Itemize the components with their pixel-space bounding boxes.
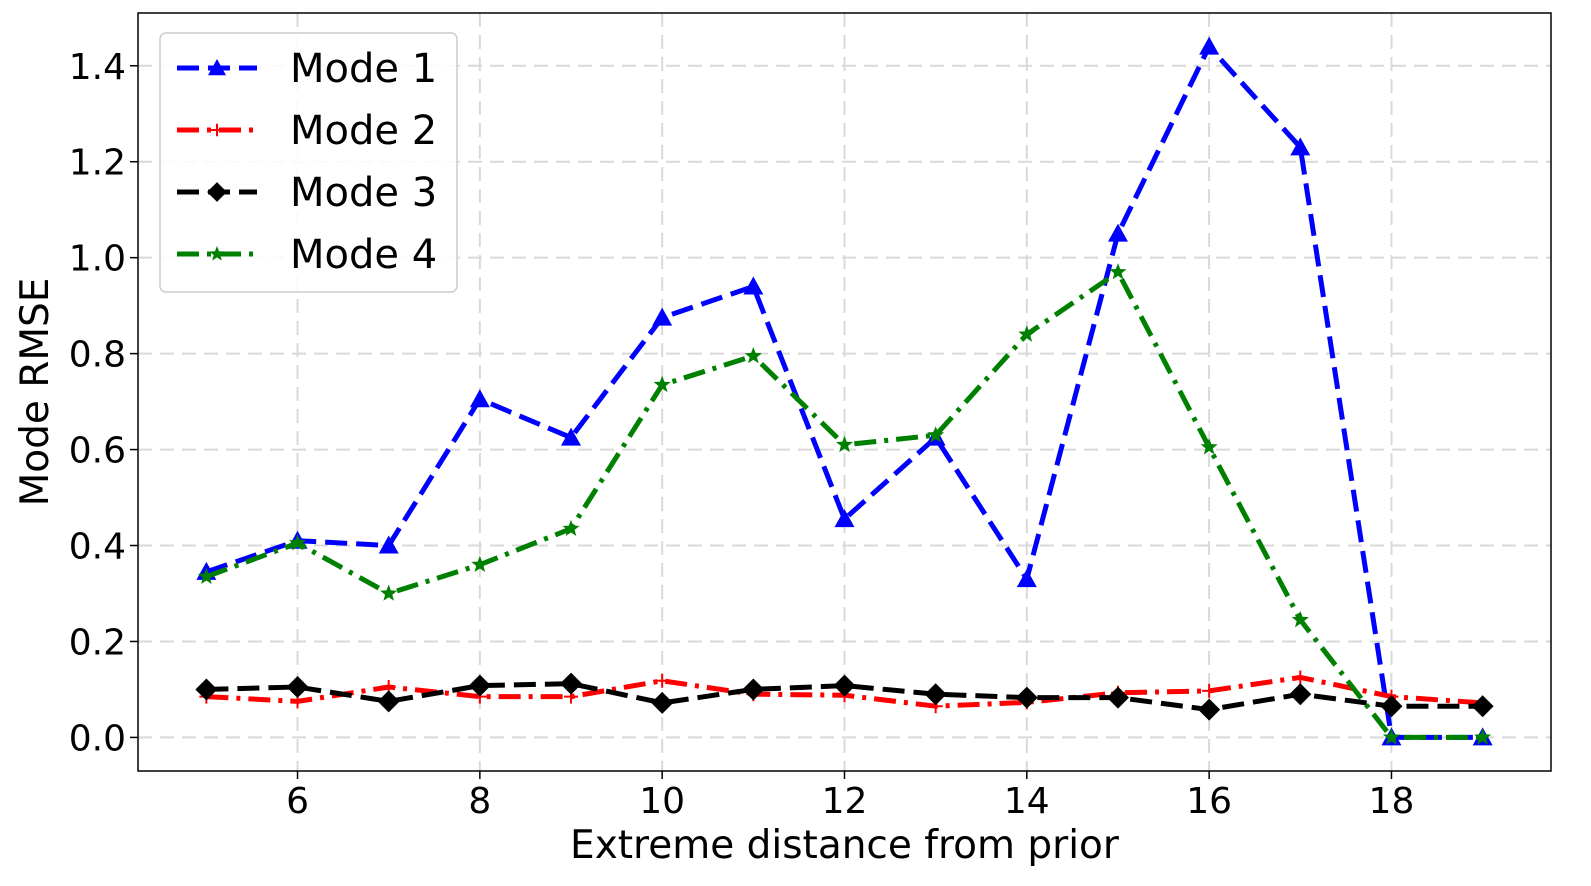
data-point bbox=[468, 674, 491, 697]
y-tick-label: 0.4 bbox=[69, 527, 126, 568]
x-axis-ticks: 6 8 10 12 14 16 18 bbox=[286, 771, 1414, 822]
series-lines bbox=[195, 36, 1494, 746]
x-tick-label: 18 bbox=[1369, 781, 1415, 822]
y-tick-label: 0.2 bbox=[69, 622, 126, 663]
legend-marker bbox=[209, 245, 225, 261]
legend-item-mode-1: Mode 1 bbox=[177, 46, 437, 92]
x-tick-label: 10 bbox=[639, 781, 685, 822]
data-point bbox=[924, 683, 947, 706]
data-point bbox=[561, 427, 582, 446]
data-point bbox=[1471, 695, 1494, 718]
data-point bbox=[378, 535, 399, 554]
x-tick-label: 6 bbox=[286, 781, 309, 822]
data-point bbox=[562, 519, 580, 536]
data-point bbox=[1291, 610, 1309, 628]
y-tick-label: 1.2 bbox=[69, 143, 126, 184]
y-tick-label: 0.6 bbox=[69, 431, 126, 472]
data-point bbox=[1109, 263, 1127, 280]
data-point bbox=[1474, 728, 1492, 745]
data-point bbox=[1200, 438, 1218, 455]
data-point bbox=[834, 509, 855, 528]
data-point bbox=[833, 674, 856, 697]
legend-label: Mode 1 bbox=[290, 46, 437, 92]
data-point bbox=[835, 435, 854, 453]
series-3 bbox=[195, 672, 1494, 721]
data-point bbox=[1015, 686, 1038, 709]
data-point bbox=[197, 567, 215, 584]
data-point bbox=[377, 690, 400, 713]
data-point bbox=[744, 347, 762, 364]
data-point bbox=[651, 691, 674, 714]
data-point bbox=[652, 307, 673, 326]
data-point bbox=[743, 276, 764, 295]
data-point bbox=[927, 426, 945, 443]
data-point bbox=[1199, 36, 1220, 55]
data-point bbox=[1293, 670, 1308, 685]
data-point bbox=[560, 672, 583, 695]
data-point bbox=[1380, 695, 1403, 718]
data-point bbox=[471, 555, 489, 572]
legend-box bbox=[159, 32, 458, 293]
legend-label: Mode 4 bbox=[290, 232, 437, 278]
y-tick-label: 0.8 bbox=[69, 335, 126, 376]
data-point bbox=[1202, 683, 1217, 698]
data-point bbox=[1016, 569, 1037, 588]
series-1 bbox=[196, 36, 1493, 746]
series-4 bbox=[197, 263, 1492, 745]
y-axis-title: Mode RMSE bbox=[13, 278, 58, 507]
legend-item-mode-4: Mode 4 bbox=[177, 232, 437, 278]
legend-marker bbox=[208, 59, 226, 76]
data-point bbox=[653, 375, 671, 393]
legend-label: Mode 3 bbox=[290, 170, 437, 216]
data-point bbox=[1198, 698, 1221, 721]
legend: Mode 1 Mode 2 Mode 3 Mode 4 bbox=[159, 32, 458, 293]
y-tick-label: 0.0 bbox=[69, 718, 126, 759]
data-point bbox=[195, 678, 218, 701]
series-line bbox=[206, 681, 1483, 713]
data-point bbox=[286, 676, 309, 699]
data-point bbox=[655, 673, 670, 688]
data-point bbox=[1106, 686, 1129, 709]
legend-label: Mode 2 bbox=[290, 108, 437, 154]
series-line bbox=[205, 44, 1483, 740]
data-point bbox=[742, 678, 765, 701]
legend-item-mode-3: Mode 3 bbox=[177, 170, 437, 216]
y-axis-ticks: 0.0 0.2 0.4 0.6 0.8 1.0 1.2 1.4 bbox=[69, 47, 138, 759]
data-point bbox=[1290, 137, 1311, 156]
x-axis-title: Extreme distance from prior bbox=[570, 823, 1120, 868]
data-point bbox=[1289, 683, 1312, 706]
data-point bbox=[380, 584, 398, 601]
x-tick-label: 16 bbox=[1186, 781, 1232, 822]
legend-item-mode-2: Mode 2 bbox=[177, 108, 437, 154]
legend-marker bbox=[207, 182, 227, 202]
y-tick-label: 1.0 bbox=[69, 239, 126, 280]
data-point bbox=[1107, 223, 1128, 242]
data-point bbox=[469, 389, 490, 408]
x-tick-label: 12 bbox=[822, 781, 868, 822]
data-point bbox=[1018, 325, 1036, 342]
x-tick-label: 8 bbox=[468, 781, 491, 822]
data-point bbox=[1382, 728, 1400, 745]
y-tick-label: 1.4 bbox=[69, 47, 126, 88]
legend-marker bbox=[210, 123, 224, 137]
data-point bbox=[289, 534, 307, 551]
x-tick-label: 14 bbox=[1004, 781, 1050, 822]
